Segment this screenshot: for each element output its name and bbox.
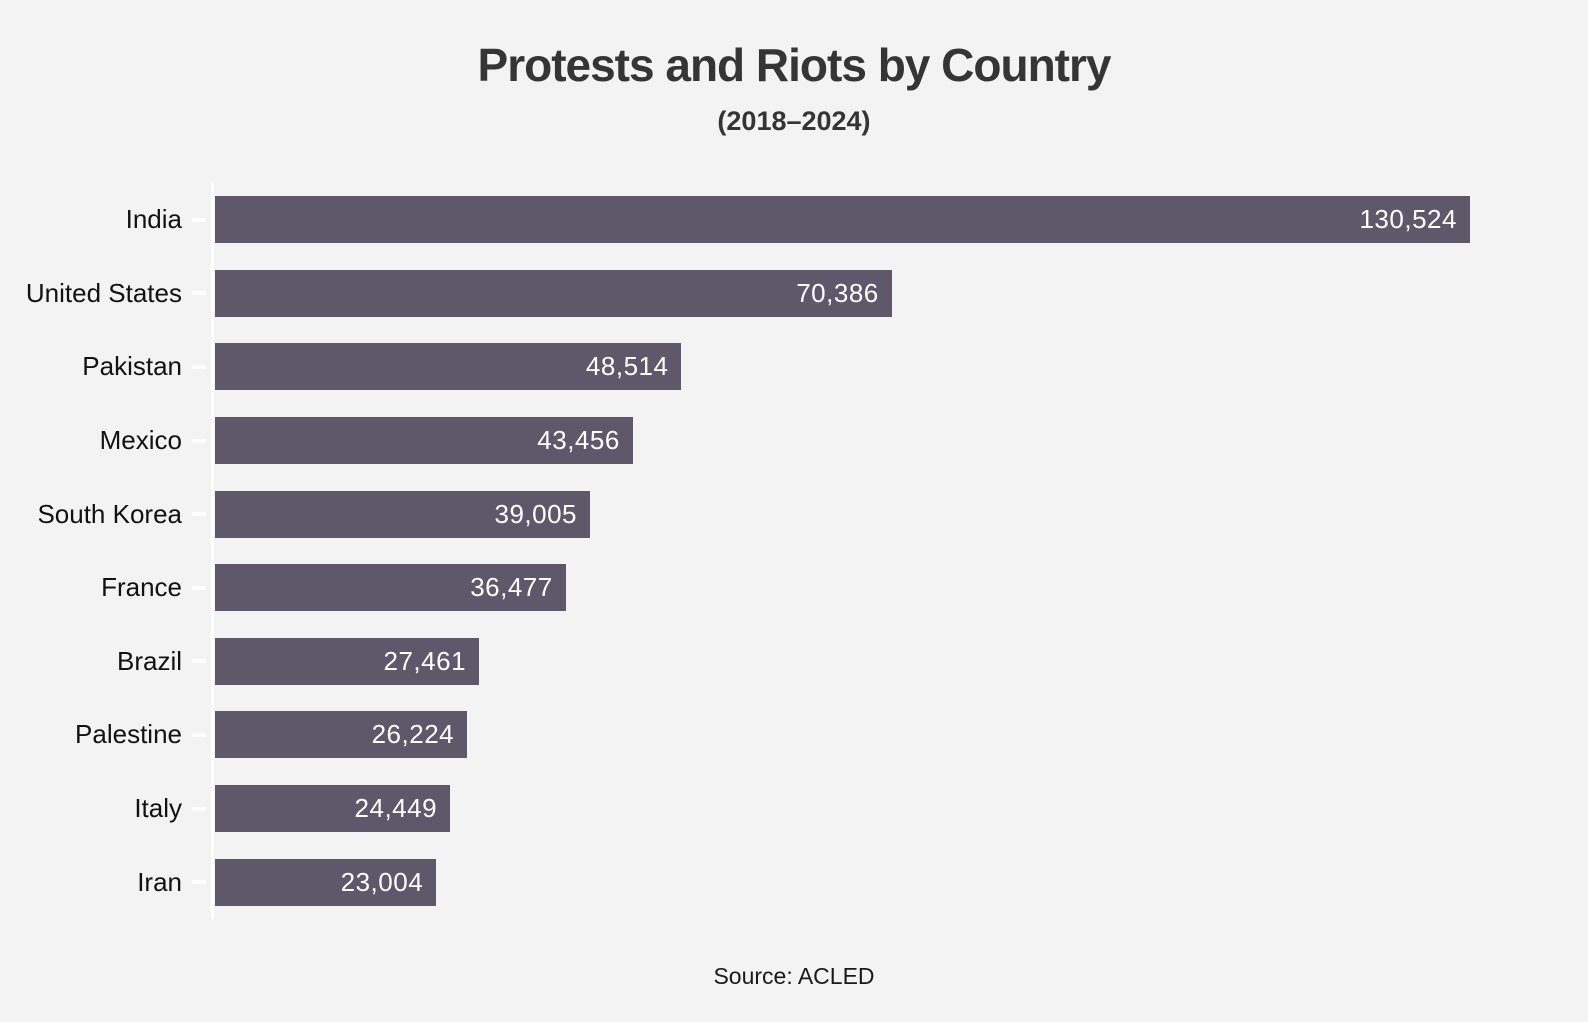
category-label: Italy <box>134 793 182 824</box>
axis-tick-mark <box>191 880 206 885</box>
category-label: United States <box>25 277 182 308</box>
source-credit: Source: ACLED <box>713 963 875 989</box>
value-label: 26,224 <box>371 719 455 750</box>
bar-area: 36,477 <box>215 564 1588 612</box>
bar-row: Italy 24,449 <box>0 772 1588 846</box>
tick-zone <box>182 659 215 664</box>
tick-zone <box>182 585 215 590</box>
bar: 70,386 <box>215 269 892 317</box>
bar: 43,456 <box>215 417 633 465</box>
bar-row: United States 70,386 <box>0 257 1588 331</box>
bar-chart: India 130,524 United States 70,386 Pakis… <box>0 183 1588 919</box>
axis-tick-mark <box>191 806 206 811</box>
bar-area: 48,514 <box>215 343 1588 391</box>
axis-tick-mark <box>191 512 206 517</box>
bar-row: Brazil 27,461 <box>0 625 1588 699</box>
value-label: 39,005 <box>494 498 578 529</box>
bar-row: Palestine 26,224 <box>0 698 1588 772</box>
category-label: Pakistan <box>82 351 182 382</box>
axis-tick-mark <box>191 217 206 222</box>
bar: 27,461 <box>215 637 480 685</box>
category-label: Palestine <box>75 719 182 750</box>
category-label: South Korea <box>37 498 182 529</box>
tick-zone <box>182 880 215 885</box>
value-label: 36,477 <box>470 572 553 603</box>
axis-tick-mark <box>191 364 206 369</box>
bar-area: 130,524 <box>215 196 1588 244</box>
category-label: France <box>101 572 182 603</box>
value-label: 27,461 <box>383 645 467 676</box>
bar: 26,224 <box>215 711 468 759</box>
bar-area: 70,386 <box>215 269 1588 317</box>
chart-subtitle: (2018–2024) <box>717 106 871 136</box>
bar: 23,004 <box>215 858 437 906</box>
value-label: 130,524 <box>1359 204 1457 235</box>
tick-zone <box>182 364 215 369</box>
category-label: Brazil <box>116 645 182 676</box>
bar: 48,514 <box>215 343 682 391</box>
value-label: 70,386 <box>796 277 879 308</box>
value-label: 24,449 <box>354 793 438 824</box>
tick-zone <box>182 512 215 517</box>
category-label: Mexico <box>99 425 182 456</box>
category-label: Iran <box>137 866 182 897</box>
bar: 130,524 <box>215 196 1470 244</box>
bar-row: Pakistan 48,514 <box>0 330 1588 404</box>
value-label: 43,456 <box>537 425 620 456</box>
bar-area: 24,449 <box>215 785 1588 833</box>
tick-zone <box>182 732 215 737</box>
y-axis-line <box>211 183 214 919</box>
axis-tick-mark <box>191 585 206 590</box>
value-label: 23,004 <box>340 866 424 897</box>
tick-zone <box>182 806 215 811</box>
bar-area: 43,456 <box>215 417 1588 465</box>
chart-title: Protests and Riots by Country <box>477 39 1112 91</box>
tick-zone <box>182 217 215 222</box>
bar-area: 39,005 <box>215 490 1588 538</box>
bar: 24,449 <box>215 785 451 833</box>
bar-area: 26,224 <box>215 711 1588 759</box>
bar-row: India 130,524 <box>0 183 1588 257</box>
bar-area: 23,004 <box>215 858 1588 906</box>
tick-zone <box>182 291 215 296</box>
bar-area: 27,461 <box>215 637 1588 685</box>
bar: 36,477 <box>215 564 566 612</box>
bar-row: France 36,477 <box>0 551 1588 625</box>
tick-zone <box>182 438 215 443</box>
axis-tick-mark <box>191 659 206 664</box>
axis-tick-mark <box>191 291 206 296</box>
plot-area: India 130,524 United States 70,386 Pakis… <box>0 183 1588 919</box>
bar-row: Iran 23,004 <box>0 845 1588 919</box>
bar-row: South Korea 39,005 <box>0 477 1588 551</box>
value-label: 48,514 <box>585 351 669 382</box>
bar-row: Mexico 43,456 <box>0 404 1588 478</box>
bar: 39,005 <box>215 490 591 538</box>
axis-tick-mark <box>191 732 206 737</box>
category-label: India <box>125 204 182 235</box>
axis-tick-mark <box>191 438 206 443</box>
